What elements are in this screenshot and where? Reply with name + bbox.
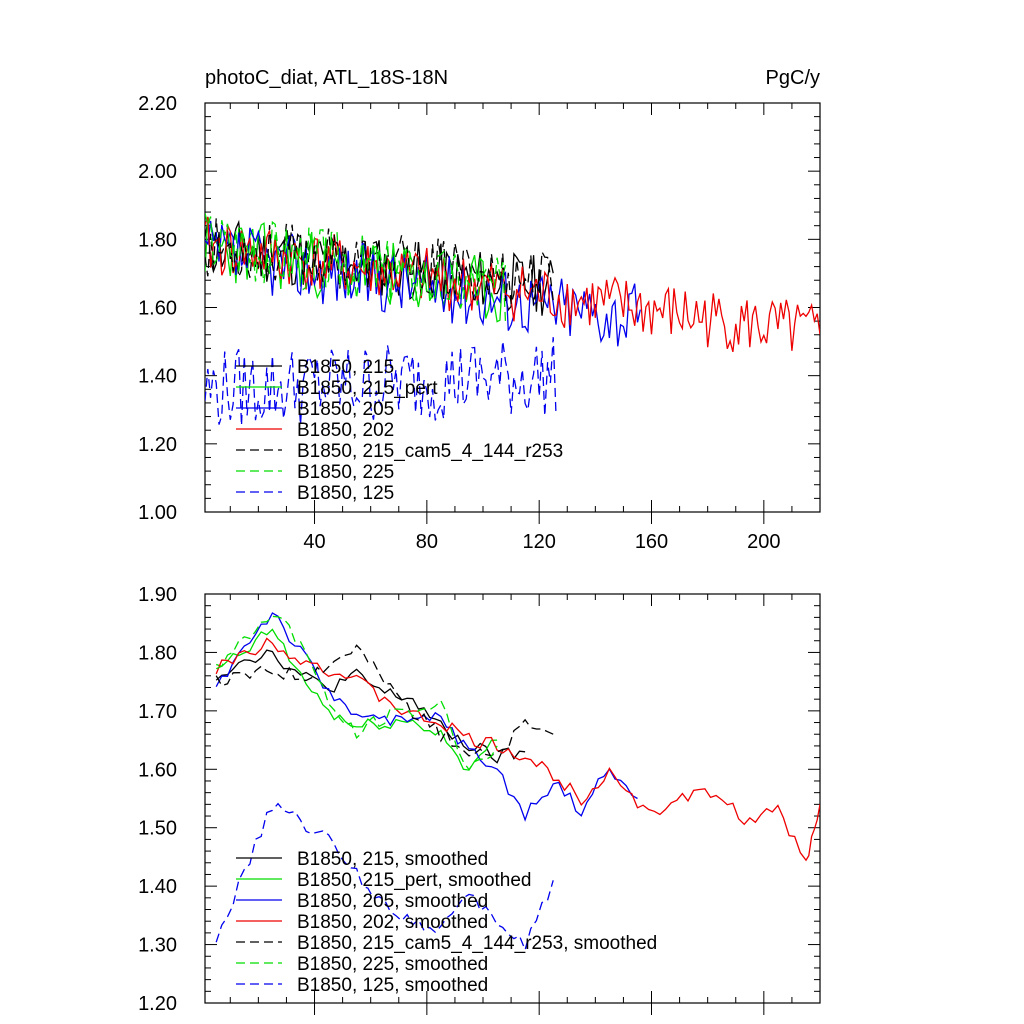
x-tick-label: 160 bbox=[635, 531, 668, 553]
y-tick-label: 1.60 bbox=[138, 759, 177, 781]
legend-label: B1850, 205, smoothed bbox=[297, 891, 488, 912]
legend-label: B1850, 215_pert bbox=[297, 378, 438, 399]
legend-label: B1850, 205 bbox=[297, 399, 394, 420]
units-label: PgC/y bbox=[766, 67, 820, 89]
y-tick-label: 1.60 bbox=[138, 298, 177, 320]
y-tick-label: 1.40 bbox=[138, 366, 177, 388]
plot-frame bbox=[204, 593, 821, 1004]
series-group bbox=[205, 213, 820, 426]
legend-label: B1850, 125, smoothed bbox=[297, 975, 488, 996]
series-line-1 bbox=[215, 649, 526, 764]
legend-label: B1850, 215_cam5_4_144_r253, smoothed bbox=[297, 933, 657, 954]
y-tick-label: 2.20 bbox=[138, 93, 177, 115]
legend-label: B1850, 202 bbox=[297, 420, 394, 441]
x-tick-label: 120 bbox=[522, 531, 555, 553]
series-line-6 bbox=[215, 615, 498, 771]
y-tick-label: 1.20 bbox=[138, 993, 177, 1015]
legend-label: B1850, 125 bbox=[297, 483, 394, 504]
legend-label: B1850, 225 bbox=[297, 462, 394, 483]
series-line-3 bbox=[215, 612, 638, 822]
series-line-7 bbox=[205, 337, 557, 426]
y-tick-label: 1.20 bbox=[138, 434, 177, 456]
chart-title: photoC_diat, ATL_18S-18N bbox=[205, 67, 448, 89]
y-tick-label: 1.00 bbox=[138, 502, 177, 524]
panel-1: 1.00 1.20 1.40 1.60 1.80 2.00 2.20 40 80 120 160 20… bbox=[138, 93, 821, 553]
series-line-5 bbox=[205, 218, 554, 306]
y-tick-label: 2.00 bbox=[138, 161, 177, 183]
panel-2: 1.20 1.30 1.40 1.50 1.60 1.70 1.80 1.90 B1850, 2… bbox=[138, 584, 821, 1015]
y-tick-label: 1.80 bbox=[138, 642, 177, 664]
x-tick-label: 40 bbox=[303, 531, 325, 553]
series-line-7 bbox=[215, 802, 554, 952]
legend-label: B1850, 225, smoothed bbox=[297, 954, 488, 975]
series-group bbox=[215, 612, 820, 952]
series-line-2 bbox=[216, 628, 498, 771]
y-tick-label: 1.80 bbox=[138, 229, 177, 251]
y-tick-label: 1.30 bbox=[138, 935, 177, 957]
series-line-6 bbox=[205, 213, 507, 323]
y-tick-label: 1.90 bbox=[138, 584, 177, 606]
legend-label: B1850, 215_pert, smoothed bbox=[297, 870, 532, 891]
series-line-4 bbox=[205, 216, 820, 353]
series-line-5 bbox=[215, 644, 554, 757]
x-tick-label: 80 bbox=[416, 531, 438, 553]
y-tick-label: 1.40 bbox=[138, 876, 177, 898]
y-tick-label: 1.50 bbox=[138, 818, 177, 840]
x-tick-label: 200 bbox=[747, 531, 780, 553]
y-tick-label: 1.70 bbox=[138, 701, 177, 723]
legend-label: B1850, 215, smoothed bbox=[297, 849, 488, 870]
series-line-4 bbox=[215, 637, 820, 862]
legend-label: B1850, 215 bbox=[297, 357, 394, 378]
series-line-1 bbox=[205, 219, 554, 316]
legend-label: B1850, 215_cam5_4_144_r253 bbox=[297, 441, 563, 462]
legend-label: B1850, 202, smoothed bbox=[297, 912, 488, 933]
